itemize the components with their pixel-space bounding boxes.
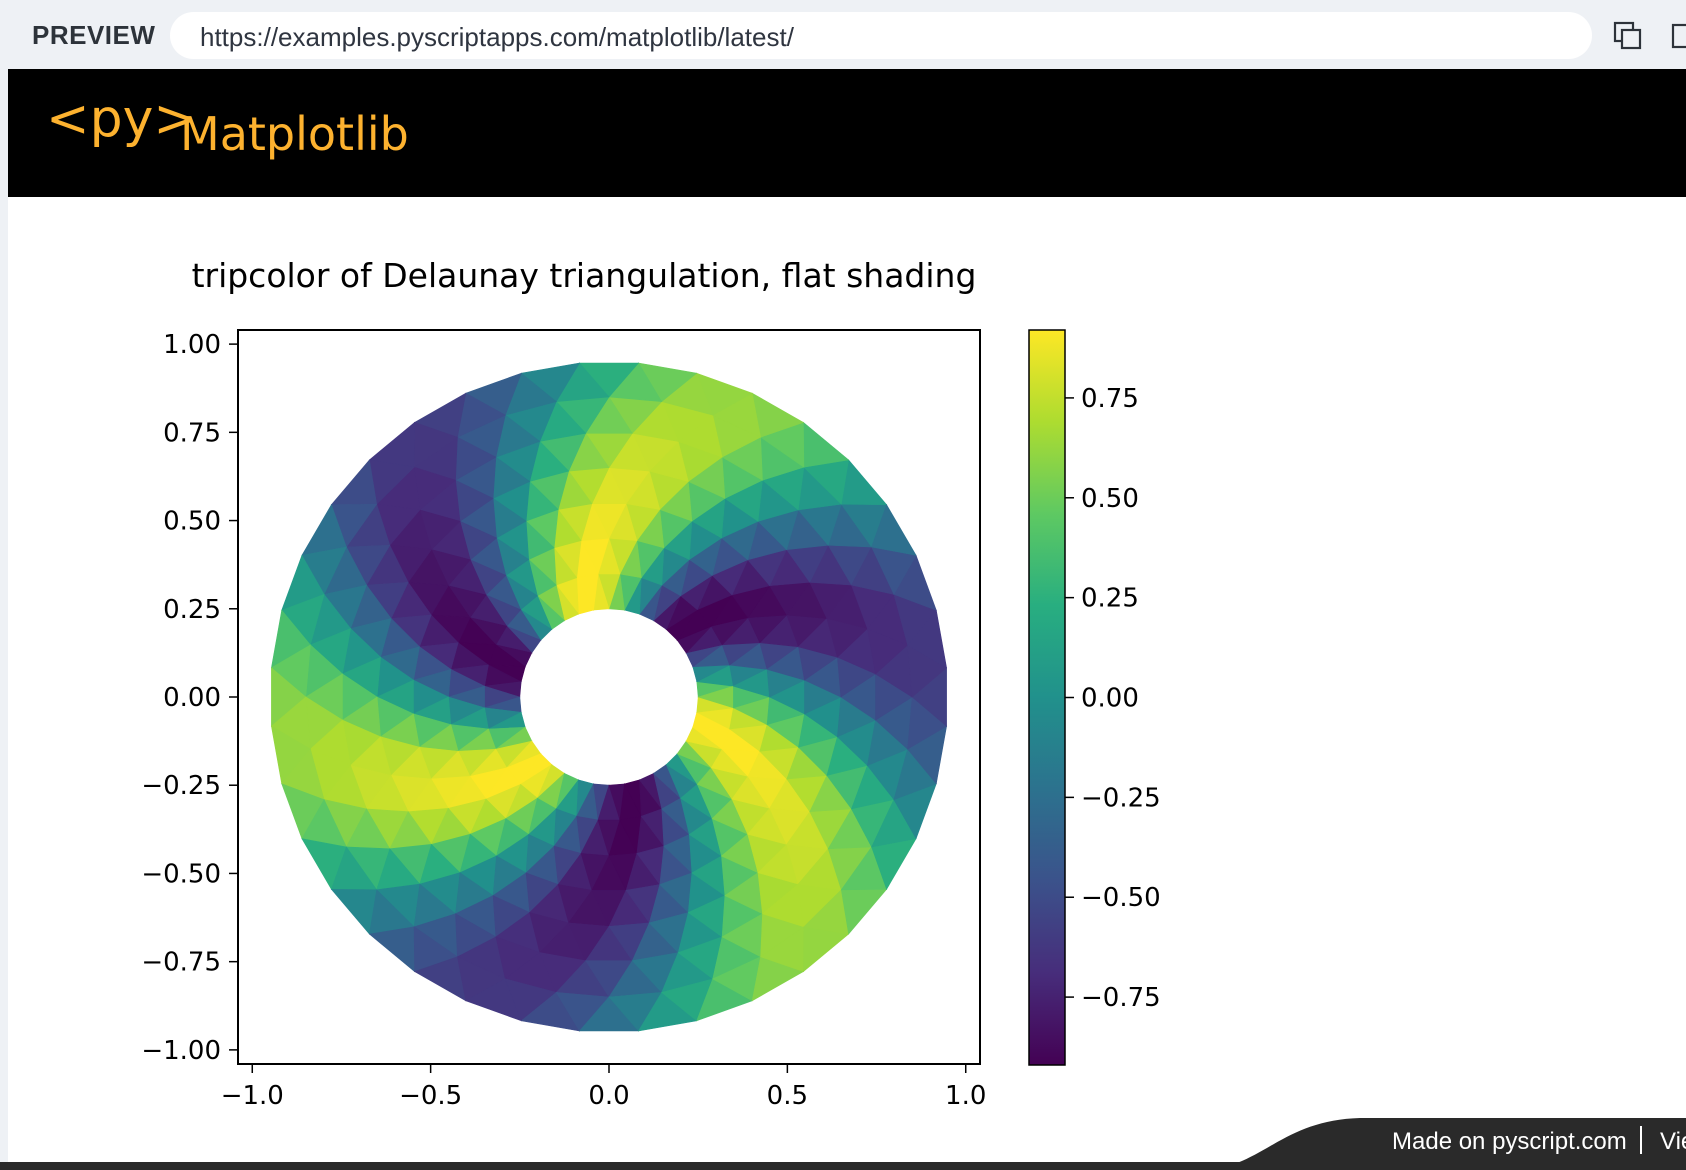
app-header: <py> Matplotlib: [8, 69, 1686, 197]
y-tick-label: −1.00: [141, 1036, 221, 1066]
y-tick-label: 0.75: [163, 418, 221, 448]
footer-divider: [1640, 1126, 1642, 1154]
frame-border: [0, 69, 8, 1170]
chart-title: tripcolor of Delaunay triangulation, fla…: [192, 256, 977, 295]
colorbar-tick-label: −0.50: [1081, 883, 1161, 913]
x-tick-label: −0.5: [399, 1081, 462, 1110]
matplotlib-figure: tripcolor of Delaunay triangulation, fla…: [141, 256, 1161, 1110]
page-title: Matplotlib: [180, 107, 409, 161]
y-tick-label: 0.25: [163, 595, 221, 625]
copy-icon[interactable]: [1612, 20, 1644, 52]
mesh-triangle: [840, 459, 888, 506]
mesh-triangle: [368, 421, 415, 468]
y-tick-label: −0.25: [141, 771, 221, 801]
preview-bar: PREVIEW https://examples.pyscriptapps.co…: [0, 0, 1686, 70]
url-bar[interactable]: https://examples.pyscriptapps.com/matplo…: [170, 12, 1592, 59]
colorbar-tick-label: 0.25: [1081, 584, 1139, 614]
y-axis: 1.00 0.75 0.50 0.25 0.00 −0.25 −0.50 −0.75 −1.00: [141, 330, 238, 1066]
open-new-icon[interactable]: [1670, 20, 1686, 52]
colorbar-tick-label: −0.25: [1081, 783, 1161, 813]
mesh-triangle: [840, 888, 888, 935]
x-tick-label: −1.0: [221, 1081, 284, 1110]
y-tick-label: 1.00: [163, 330, 221, 360]
colorbar: [1028, 329, 1066, 1066]
mesh-triangle: [330, 459, 378, 506]
x-axis: −1.0 −0.5 0.0 0.5 1.0: [221, 1064, 986, 1110]
y-tick-label: −0.50: [141, 859, 221, 889]
view-link[interactable]: Vie: [1660, 1128, 1686, 1155]
mesh-triangle: [871, 503, 917, 556]
bottom-strip: [0, 1162, 1686, 1170]
x-tick-label: 1.0: [945, 1081, 986, 1110]
mesh-triangle: [368, 926, 415, 973]
x-tick-label: 0.5: [767, 1081, 808, 1110]
y-tick-label: 0.00: [163, 683, 221, 713]
colorbar-tick-label: 0.00: [1081, 684, 1139, 714]
colorbar-tick-label: 0.50: [1081, 484, 1139, 514]
plot-area: [270, 362, 948, 1032]
made-on-link[interactable]: Made on pyscript.com: [1392, 1128, 1627, 1155]
mesh-triangle: [803, 926, 850, 973]
y-tick-label: 0.50: [163, 507, 221, 537]
y-tick-label: −0.75: [141, 948, 221, 978]
colorbar-tick-label: −0.75: [1081, 983, 1161, 1013]
footer: Made on pyscript.com Vie: [1200, 1110, 1686, 1170]
mesh-triangle: [330, 888, 378, 935]
colorbar-axis: 0.75 0.50 0.25 0.00 −0.25 −0.50 −0.75: [1065, 384, 1161, 1013]
pyscript-logo: <py>: [46, 89, 197, 149]
url-text: https://examples.pyscriptapps.com/matplo…: [200, 22, 794, 52]
x-tick-label: 0.0: [588, 1081, 629, 1110]
preview-label: PREVIEW: [32, 20, 156, 50]
mesh-triangle: [803, 421, 850, 468]
colorbar-tick-label: 0.75: [1081, 384, 1139, 414]
